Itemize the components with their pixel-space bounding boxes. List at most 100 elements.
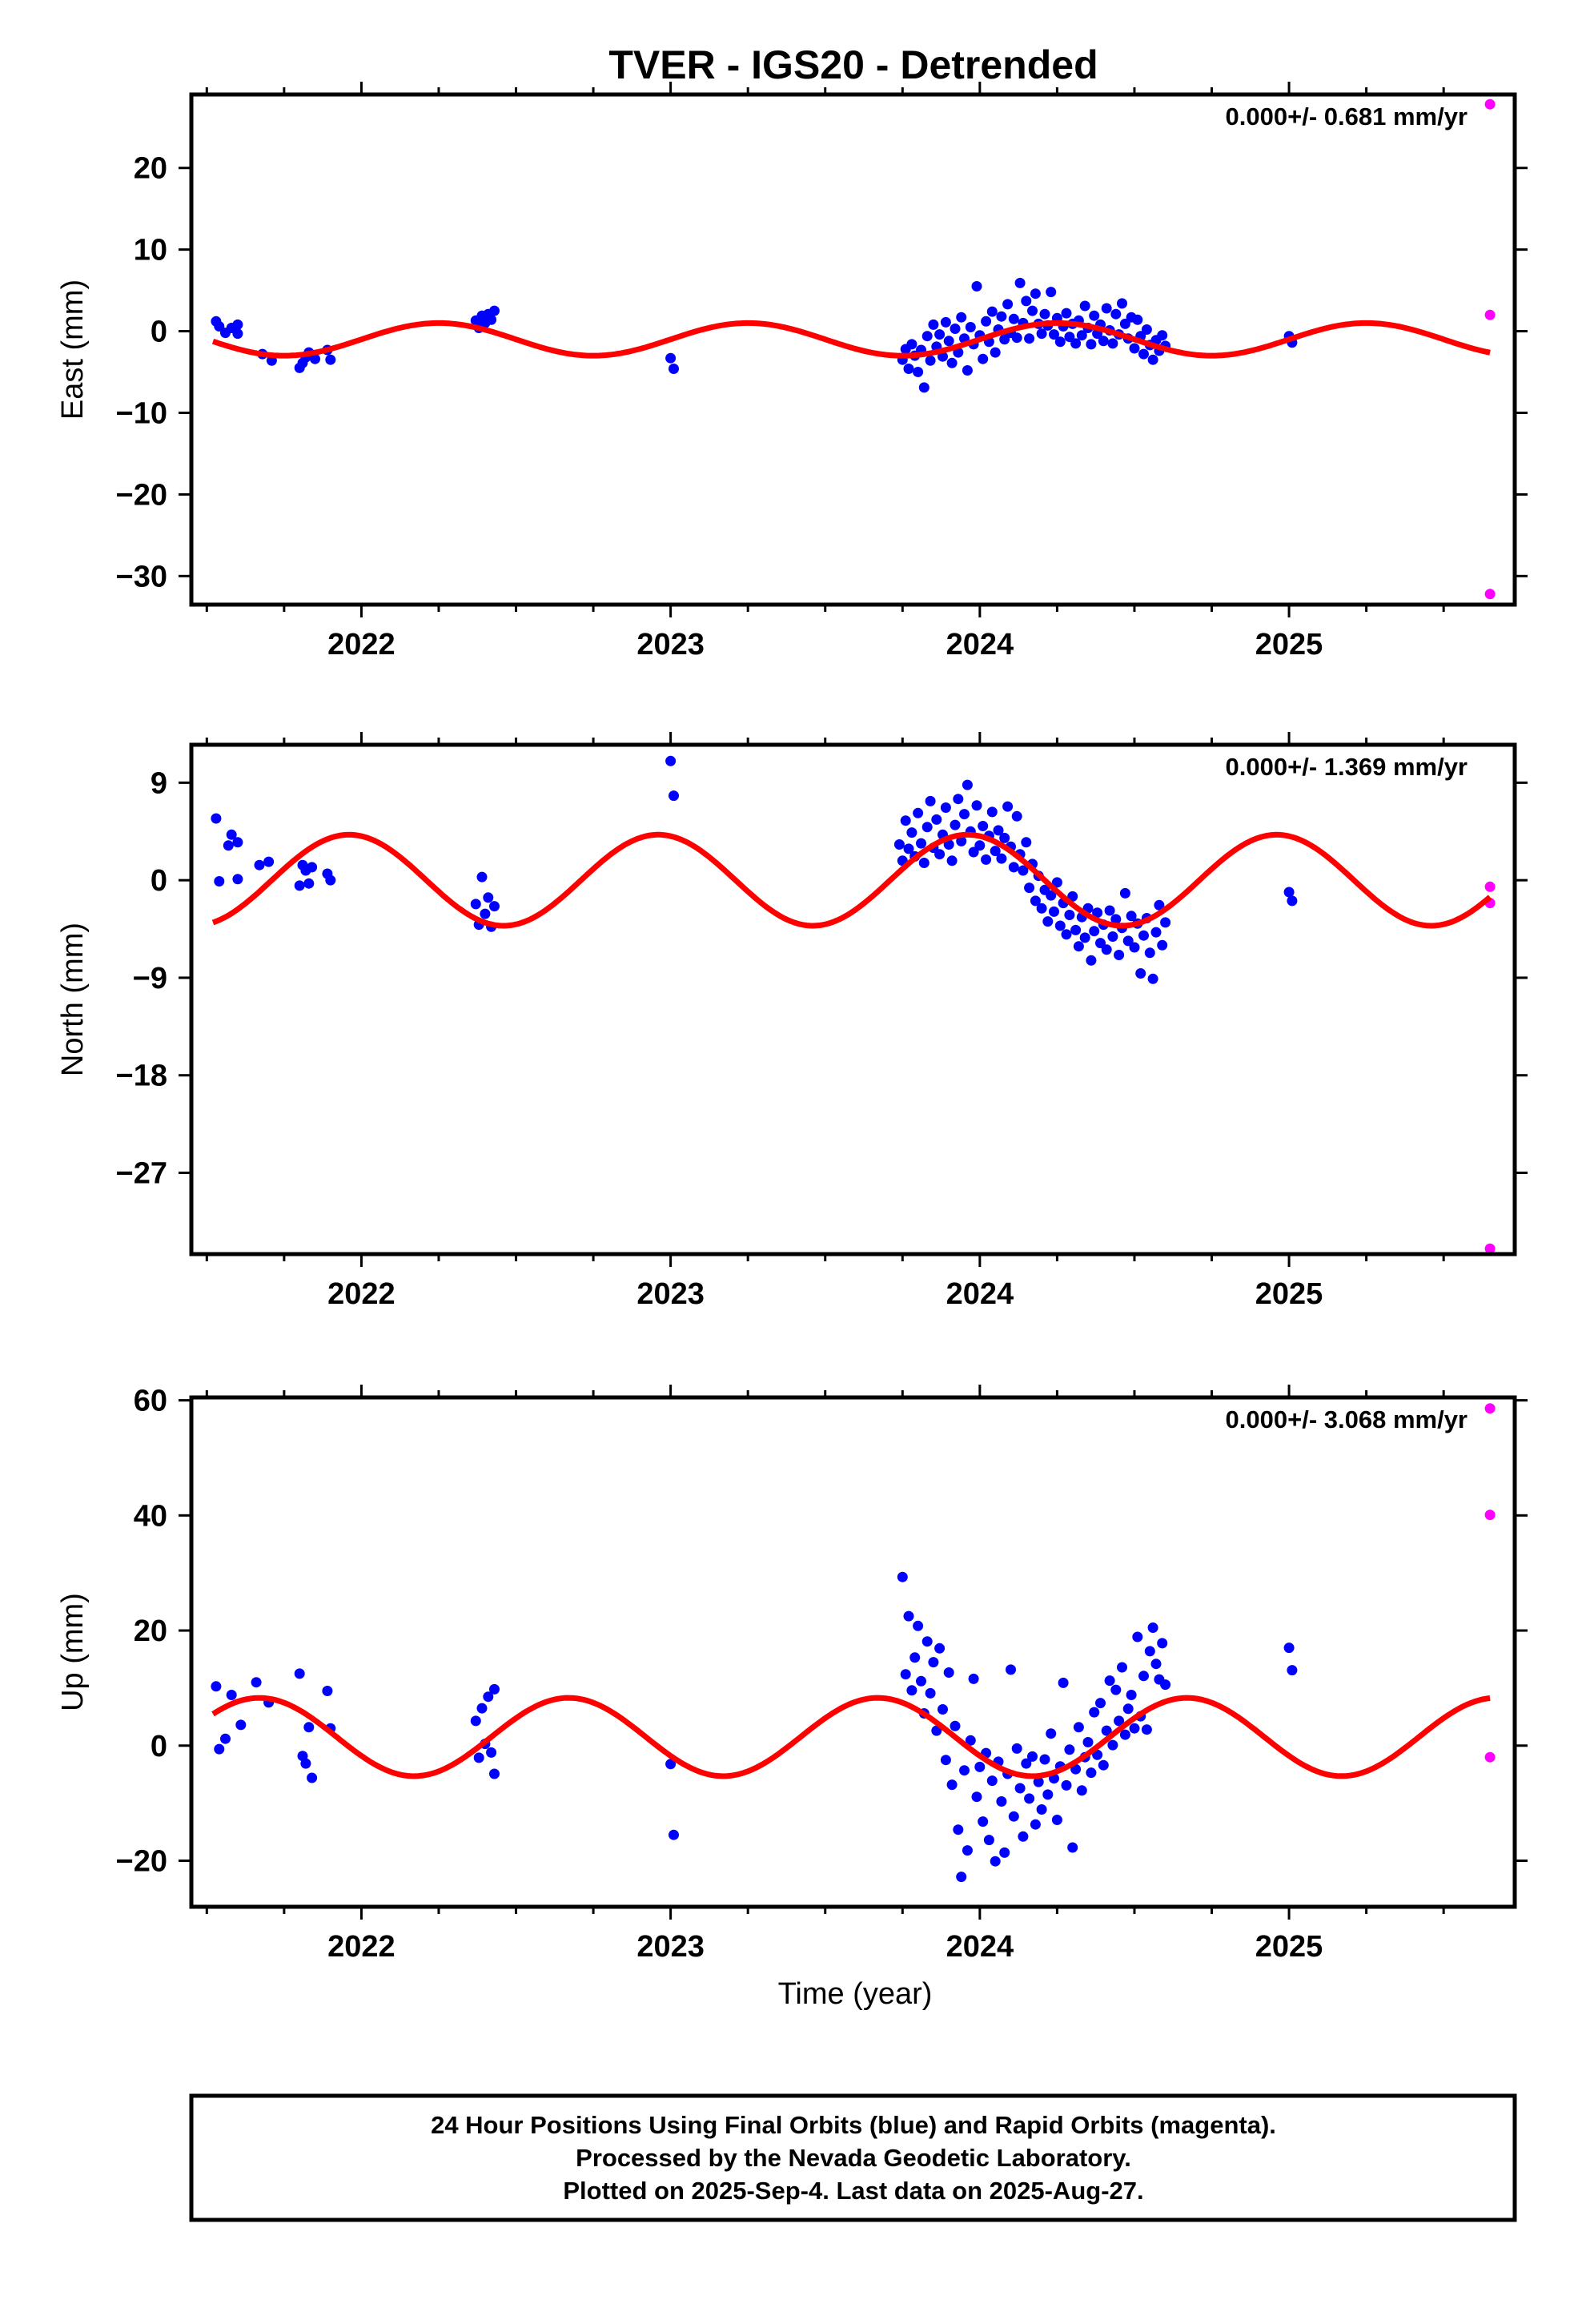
footer-line-3: Plotted on 2025-Sep-4. Last data on 2025… bbox=[563, 2177, 1143, 2205]
final-orbit-point bbox=[1098, 1759, 1109, 1771]
final-orbit-point bbox=[906, 827, 917, 838]
final-orbit-point bbox=[1160, 1679, 1171, 1691]
final-orbit-point bbox=[981, 316, 992, 327]
x-tick-label: 2022 bbox=[327, 1930, 396, 1964]
final-orbit-point bbox=[665, 1759, 677, 1770]
velocity-rate-label: 0.000+/- 3.068 mm/yr bbox=[1226, 1405, 1468, 1433]
final-orbit-point bbox=[1027, 305, 1038, 316]
final-orbit-point bbox=[1042, 916, 1054, 927]
y-axis-label: Up (mm) bbox=[56, 1593, 90, 1711]
panel-frame bbox=[189, 1395, 1517, 1909]
final-orbit-point bbox=[1157, 330, 1168, 341]
final-orbit-point bbox=[903, 364, 914, 374]
final-orbit-point bbox=[251, 1677, 262, 1688]
final-orbit-point bbox=[1024, 1793, 1035, 1804]
rapid-orbit-point bbox=[1484, 1751, 1496, 1763]
final-orbit-point bbox=[1021, 1758, 1032, 1769]
final-orbit-point bbox=[1117, 298, 1127, 309]
final-orbit-point bbox=[928, 319, 939, 330]
final-orbit-point bbox=[1049, 906, 1059, 917]
final-orbit-point bbox=[913, 367, 924, 377]
final-orbit-point bbox=[943, 1667, 954, 1678]
final-orbit-point bbox=[214, 321, 225, 332]
final-orbit-point bbox=[1030, 288, 1041, 300]
final-orbit-point bbox=[1283, 887, 1295, 898]
final-orbit-point bbox=[1046, 1728, 1057, 1739]
final-orbit-point bbox=[303, 1722, 315, 1733]
final-orbit-point bbox=[214, 1743, 225, 1755]
footer-line-1: 24 Hour Positions Using Final Orbits (bl… bbox=[431, 2111, 1276, 2139]
final-orbit-point bbox=[1107, 338, 1118, 349]
y-tick-label: 9 bbox=[151, 766, 167, 800]
velocity-rate-label: 0.000+/- 0.681 mm/yr bbox=[1226, 103, 1468, 131]
final-orbit-point bbox=[1086, 955, 1097, 966]
final-orbit-point bbox=[1018, 1831, 1029, 1842]
final-orbit-point bbox=[1157, 1638, 1168, 1649]
final-orbit-point bbox=[1129, 942, 1140, 953]
final-orbit-point bbox=[953, 1824, 964, 1835]
final-orbit-point bbox=[974, 840, 986, 851]
final-orbit-point bbox=[1132, 1631, 1143, 1642]
final-orbit-point bbox=[1157, 939, 1168, 951]
footer-line-2: Processed by the Nevada Geodetic Laborat… bbox=[576, 2144, 1131, 2172]
final-orbit-point bbox=[1051, 877, 1062, 888]
final-orbit-point bbox=[1042, 1789, 1054, 1800]
final-orbit-point bbox=[1126, 911, 1137, 922]
final-orbit-point bbox=[916, 1675, 926, 1687]
final-orbit-point bbox=[1132, 314, 1143, 325]
x-tick-label: 2025 bbox=[1255, 1930, 1323, 1964]
final-orbit-point bbox=[1086, 339, 1097, 350]
final-orbit-point bbox=[974, 1761, 986, 1772]
final-orbit-point bbox=[1135, 968, 1146, 979]
final-orbit-point bbox=[1141, 324, 1152, 335]
final-orbit-point bbox=[1064, 910, 1075, 920]
final-orbit-point bbox=[946, 357, 958, 368]
final-orbit-point bbox=[986, 306, 998, 317]
plot-area bbox=[211, 1403, 1496, 1883]
plot-area bbox=[211, 755, 1496, 1254]
final-orbit-point bbox=[665, 755, 677, 766]
y-tick-label: 20 bbox=[134, 152, 167, 186]
rapid-orbit-point bbox=[1484, 99, 1496, 110]
final-orbit-point bbox=[211, 1681, 222, 1692]
final-orbit-point bbox=[906, 1685, 917, 1696]
final-orbit-point bbox=[962, 779, 973, 790]
panel-frame bbox=[189, 742, 1517, 1256]
x-tick-label: 2023 bbox=[636, 628, 705, 661]
final-orbit-point bbox=[310, 353, 320, 364]
final-orbit-point bbox=[1086, 1767, 1097, 1779]
final-orbit-point bbox=[470, 1715, 481, 1727]
final-orbit-point bbox=[1119, 318, 1130, 329]
rapid-orbit-point bbox=[1484, 1243, 1496, 1254]
final-orbit-point bbox=[1039, 1754, 1050, 1765]
final-orbit-point bbox=[1150, 927, 1162, 938]
final-orbit-point bbox=[1021, 296, 1032, 307]
final-orbit-point bbox=[1129, 343, 1140, 354]
final-orbit-point bbox=[1002, 299, 1014, 310]
rapid-orbit-point bbox=[1484, 309, 1496, 320]
final-orbit-point bbox=[1027, 1751, 1038, 1762]
final-orbit-point bbox=[996, 311, 1007, 322]
final-orbit-point bbox=[921, 1636, 933, 1647]
y-tick-label: 60 bbox=[134, 1385, 167, 1418]
y-tick-label: 10 bbox=[134, 234, 167, 267]
final-orbit-point bbox=[307, 1772, 318, 1783]
final-orbit-point bbox=[1046, 890, 1057, 901]
final-orbit-point bbox=[953, 794, 964, 805]
final-orbit-point bbox=[294, 1668, 305, 1679]
final-orbit-point bbox=[1141, 1724, 1152, 1735]
final-orbit-point bbox=[226, 829, 237, 840]
final-orbit-point bbox=[934, 849, 946, 860]
final-orbit-point bbox=[483, 1691, 494, 1703]
final-orbit-point bbox=[1058, 1677, 1069, 1688]
final-orbit-point bbox=[946, 855, 958, 866]
final-orbit-point bbox=[1114, 950, 1125, 960]
final-orbit-point bbox=[1147, 973, 1158, 984]
x-tick-label: 2025 bbox=[1255, 628, 1323, 661]
final-orbit-point bbox=[1101, 303, 1112, 314]
x-tick-label: 2024 bbox=[946, 1277, 1014, 1311]
final-orbit-point bbox=[480, 908, 491, 919]
final-orbit-point bbox=[1089, 1707, 1100, 1718]
final-orbit-point bbox=[1061, 308, 1072, 319]
final-orbit-point bbox=[1092, 1749, 1103, 1760]
